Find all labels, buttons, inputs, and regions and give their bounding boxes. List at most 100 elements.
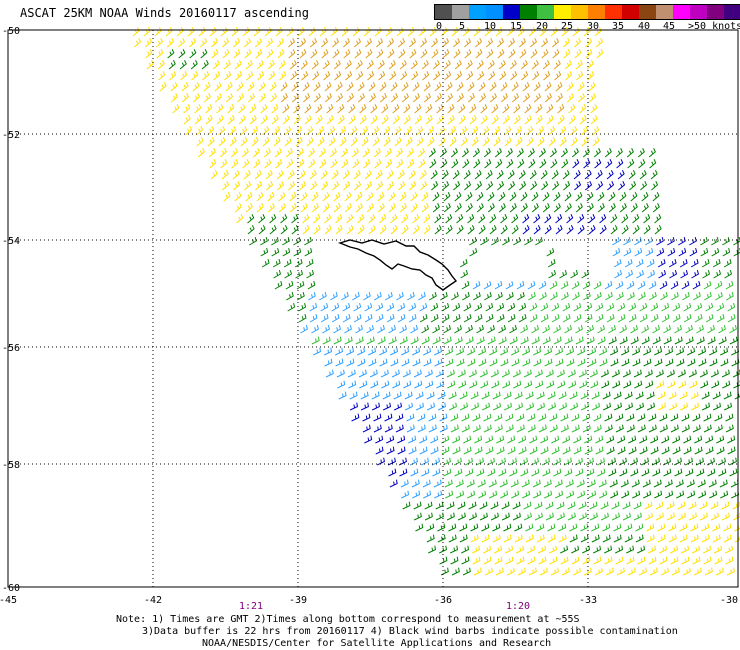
wind-barb [604, 281, 613, 290]
wind-barb [634, 237, 642, 246]
wind-barb [507, 38, 516, 48]
wind-barb [448, 534, 457, 543]
wind-barb [415, 402, 424, 411]
wind-barb [543, 479, 552, 488]
wind-barb [692, 424, 701, 433]
legend-label: >50 knots [688, 21, 740, 32]
wind-barb [579, 380, 588, 389]
wind-barb [670, 424, 679, 433]
wind-barb [544, 347, 553, 356]
wind-barb [654, 214, 662, 224]
wind-barb [486, 49, 494, 59]
wind-barb [546, 104, 554, 114]
wind-barb [525, 523, 534, 532]
wind-barb [513, 237, 521, 246]
wind-barb [597, 336, 606, 345]
wind-barb [566, 225, 574, 235]
wind-barb [646, 402, 655, 411]
wind-barb [419, 435, 428, 444]
wind-barb [639, 314, 648, 323]
wind-barb [370, 115, 378, 125]
wind-barb [412, 214, 420, 224]
wind-barb [618, 457, 627, 466]
wind-barb [705, 435, 714, 444]
wind-barb [628, 435, 637, 444]
wind-barb [437, 523, 446, 532]
wind-barb [381, 380, 390, 389]
wind-barb [679, 523, 688, 532]
wind-barb [269, 93, 277, 103]
wind-barb [445, 347, 454, 356]
wind-barb [254, 38, 263, 48]
wind-barb [512, 369, 521, 378]
wind-barb [535, 237, 543, 246]
wind-barb [721, 512, 730, 521]
wind-barb [570, 137, 578, 147]
wind-barb [640, 457, 649, 466]
wind-barb [622, 501, 631, 510]
wind-barb [166, 38, 175, 48]
wind-barb [567, 512, 576, 521]
wind-barb [344, 325, 352, 334]
wind-barb [503, 534, 512, 543]
wind-barb [527, 556, 536, 565]
wind-barb [463, 38, 472, 48]
wind-barb [317, 126, 325, 136]
wind-barb [571, 148, 579, 158]
wind-barb [401, 347, 410, 356]
wind-barb [211, 49, 219, 59]
wind-barb [401, 214, 409, 224]
wind-barb [465, 60, 473, 70]
wind-barb [532, 479, 541, 488]
wind-barb [622, 369, 631, 378]
wind-barb [491, 237, 499, 246]
wind-barb [528, 292, 536, 301]
wind-barb [594, 159, 602, 169]
wind-barb [521, 479, 530, 488]
wind-barb [498, 203, 506, 213]
wind-barb [298, 170, 306, 180]
wind-barb [497, 181, 505, 191]
wind-barb [412, 82, 420, 92]
wind-barb [307, 281, 316, 290]
wind-barb [559, 137, 567, 147]
map-title: ASCAT 25KM NOAA Winds 20160117 ascending [20, 6, 309, 20]
wind-barb [453, 181, 461, 191]
wind-barb [430, 38, 439, 48]
wind-barb [421, 336, 430, 345]
wind-barb [302, 93, 310, 103]
wind-barb [525, 391, 534, 400]
wind-barb [660, 292, 668, 301]
wind-barb [221, 170, 229, 180]
wind-barb [336, 369, 345, 378]
wind-barb [454, 336, 463, 345]
wind-barb [450, 545, 459, 554]
wind-barb [289, 203, 297, 213]
wind-barb [678, 248, 687, 257]
wind-barb [694, 435, 703, 444]
wind-barb [712, 402, 721, 411]
wind-barb [266, 49, 274, 59]
wind-barb [532, 71, 540, 81]
wind-barb [563, 457, 572, 466]
wind-barb [311, 192, 319, 202]
wind-barb [238, 104, 246, 114]
wind-barb [170, 93, 178, 103]
wind-barb [518, 314, 527, 323]
wind-barb [459, 534, 468, 543]
wind-barb [423, 214, 431, 224]
wind-barb [682, 567, 691, 576]
wind-barb [555, 82, 563, 92]
wind-barb [672, 446, 681, 455]
wind-barb [487, 203, 495, 213]
wind-barb [363, 27, 371, 37]
wind-barb [374, 292, 382, 301]
wind-barb [731, 490, 740, 499]
wind-barb [359, 104, 367, 114]
wind-barb [440, 27, 448, 37]
wind-barb [578, 369, 587, 378]
wind-barb [300, 60, 308, 70]
wind-barb [472, 148, 480, 158]
wind-barb [302, 225, 310, 235]
wind-barb [590, 115, 598, 125]
